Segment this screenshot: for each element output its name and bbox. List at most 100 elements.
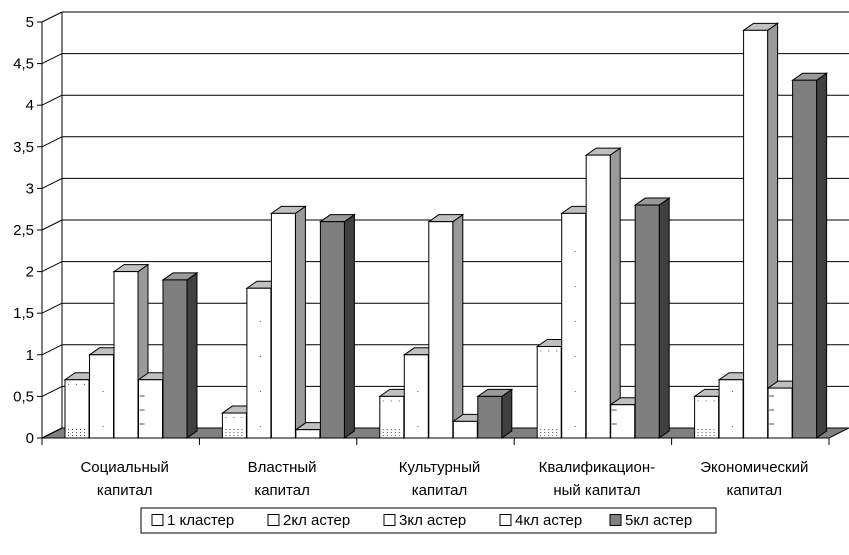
bar-pattern-dot (229, 429, 231, 430)
legend-label: 3кл астер (399, 512, 466, 529)
bar-pattern-dot (697, 400, 699, 402)
bar-front (89, 354, 114, 439)
bar-pattern-dot (394, 432, 396, 433)
y-tick-label: 3,5 (13, 139, 34, 156)
bar-pattern-dot (552, 435, 554, 436)
bar-side (609, 147, 621, 439)
bar-pattern-dot (574, 356, 576, 357)
bar-side (343, 213, 355, 439)
bar-pattern-dot (556, 429, 558, 430)
bar-pattern-dot (709, 429, 711, 430)
bar-pattern-dot (713, 432, 715, 433)
bar-side (816, 72, 828, 439)
bar-side (452, 213, 464, 439)
bar-pattern-dot (233, 417, 235, 419)
y-tick-label: 3 (26, 180, 34, 197)
bar-pattern-dot (80, 432, 81, 433)
category-label: Экономический (700, 459, 808, 476)
bar-front (536, 345, 562, 439)
bar-pattern-dot (540, 429, 542, 430)
bar-pattern-dot (225, 417, 227, 419)
bar-pattern-dot (68, 383, 69, 385)
bar-pattern-dot (72, 435, 73, 436)
legend-label: 5кл астер (625, 512, 692, 529)
legend-label: 4кл астер (515, 512, 582, 529)
bar-pattern-dot (713, 400, 715, 402)
bar-pattern-dot (398, 429, 400, 430)
gridline-side (41, 302, 63, 314)
bar-side (767, 22, 779, 439)
bar-pattern-dot (382, 429, 384, 430)
bar-front (162, 279, 188, 439)
bar-front (585, 154, 611, 439)
bar-pattern-dot (72, 429, 73, 430)
bar-pattern-dot (544, 432, 546, 433)
legend-swatch (267, 514, 280, 526)
gridline-side (41, 94, 63, 106)
bar-pattern-dot (382, 435, 384, 436)
bar (269, 205, 307, 439)
bar-pattern-dot (701, 432, 703, 433)
bar-pattern-dot (229, 435, 231, 436)
bar-pattern-dot (390, 400, 392, 402)
y-tick-label: 5 (26, 14, 34, 31)
y-tick-label: 0,5 (13, 388, 34, 405)
bar-front (221, 412, 247, 439)
bar (161, 271, 199, 439)
gridline-side (41, 219, 63, 231)
category-label: Социальный (80, 459, 169, 476)
y-tick-label: 4,5 (13, 56, 34, 73)
bar-pattern-dot (398, 400, 400, 402)
bar-front (246, 287, 272, 439)
bar-pattern-dot (398, 432, 400, 433)
bar-pattern-dot (390, 435, 392, 436)
bar-pattern-dot (548, 432, 550, 433)
bar-pattern-dot (68, 429, 69, 430)
bar-front (113, 271, 139, 439)
bar-pattern-dot (544, 435, 546, 436)
bar-pattern-dot (732, 426, 734, 427)
gridline-side (41, 53, 63, 65)
bar-pattern-dot (701, 435, 703, 436)
legend-label: 2кл астер (283, 512, 350, 529)
bar-front (634, 204, 660, 439)
bar-side (658, 197, 670, 439)
bar-pattern-dot (76, 435, 77, 436)
bar-pattern-dot (386, 429, 388, 430)
category-labels: Социальный капитал Властный капитал Культурн… (80, 459, 808, 499)
bar-pattern-dot (713, 429, 715, 430)
bar-pattern-dot (556, 432, 558, 433)
bar (318, 213, 356, 439)
bar-pattern-dot (382, 400, 384, 402)
bar-front (138, 379, 163, 439)
y-tick-label: 2 (26, 264, 34, 281)
bar-front (561, 212, 587, 439)
bar-pattern-dot (713, 435, 715, 436)
bar-side (501, 388, 513, 439)
bar-pattern-dot (102, 426, 104, 427)
gridline-side (41, 11, 63, 23)
category-label: капитал (97, 482, 153, 499)
bar-pattern-dot (574, 426, 576, 427)
bar-pattern-dot (225, 429, 227, 430)
bar-pattern-dot (417, 391, 419, 392)
y-tick-label: 4 (26, 97, 34, 114)
y-tick-label: 2,5 (13, 222, 34, 239)
bar-front (319, 221, 345, 439)
bar-pattern-dot (732, 391, 734, 392)
bar-front (694, 395, 720, 439)
bar-pattern-dot (544, 429, 546, 430)
bar-pattern-dot (574, 251, 576, 252)
bar-pattern-dot (233, 429, 235, 430)
bar-pattern-dot (548, 350, 550, 352)
bar-pattern-dot (237, 435, 239, 436)
bar (584, 147, 622, 439)
bar-pattern-dot (241, 429, 243, 430)
bar-front (64, 379, 90, 439)
bar-pattern-dot (574, 286, 576, 287)
bar-pattern-dot (76, 432, 77, 433)
bar-pattern-dot (705, 435, 707, 436)
bar-pattern-dot (382, 432, 384, 433)
bar-pattern-dot (386, 432, 388, 433)
